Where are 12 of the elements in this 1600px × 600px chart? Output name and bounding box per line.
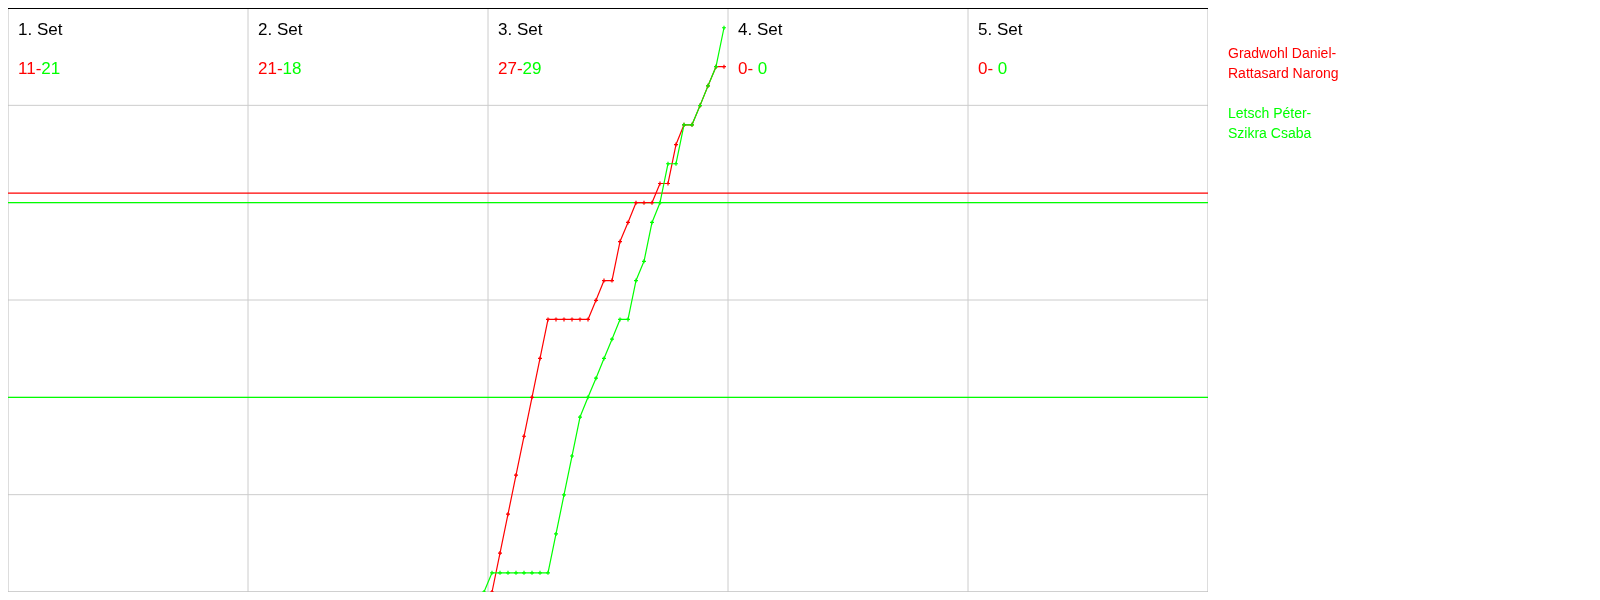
annotation: 21-18 (258, 59, 302, 78)
text: Gradwohl Daniel-Rattasard Narong (1228, 44, 1340, 83)
annotation: 5. Set (978, 20, 1023, 40)
annotation: 2. Set (258, 20, 303, 40)
annotation: 0- 0 (978, 59, 1008, 78)
annotation: 27-29 (498, 59, 542, 78)
text: Letsch Péter-Szikra Csaba (1228, 104, 1313, 143)
annotation: 3. Set (498, 20, 543, 40)
annotation: 1. Set (18, 20, 63, 40)
annotation: 4. Set (738, 20, 783, 40)
annotation: 0- 0 (738, 59, 768, 78)
annotation: 11-21 (18, 59, 61, 78)
